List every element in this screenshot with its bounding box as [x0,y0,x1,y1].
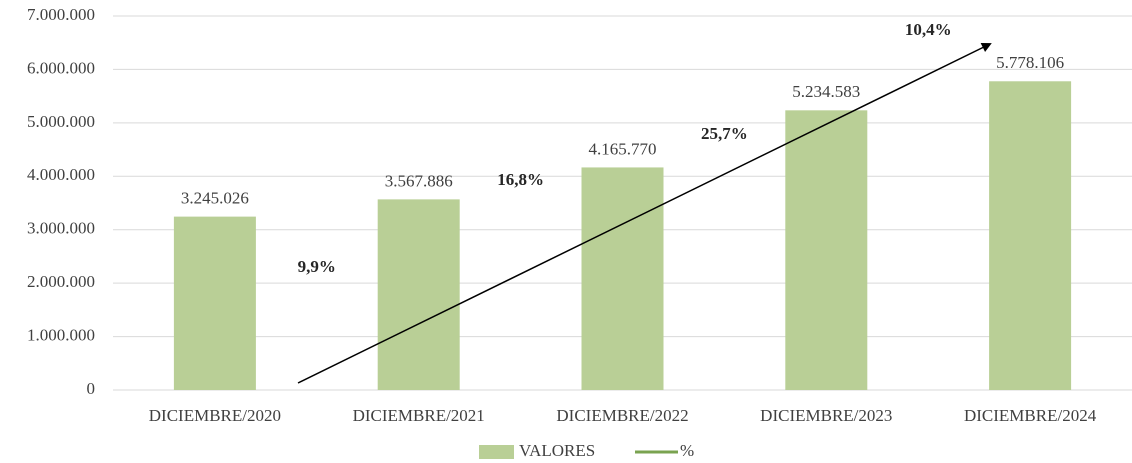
y-tick-label: 7.000.000 [27,5,95,24]
y-tick-label: 4.000.000 [27,165,95,184]
data-label: 3.567.886 [385,171,453,190]
legend-label: VALORES [519,441,595,460]
bars [173,81,1072,391]
x-tick-label: DICIEMBRE/2021 [353,406,485,425]
y-tick-label: 1.000.000 [27,325,95,344]
y-tick-label: 5.000.000 [27,112,95,131]
y-tick-label: 3.000.000 [27,219,95,238]
x-tick-label: DICIEMBRE/2020 [149,406,281,425]
legend: VALORES% [479,441,694,460]
y-tick-label: 6.000.000 [27,58,95,77]
x-tick-label: DICIEMBRE/2023 [760,406,892,425]
y-tick-label: 0 [87,379,96,398]
bar [581,167,664,390]
data-label: 5.778.106 [996,53,1064,72]
legend-swatch [479,445,514,459]
bar [989,81,1072,390]
percent-label: 10,4% [905,20,952,39]
y-tick-label: 2.000.000 [27,272,95,291]
data-label: 4.165.770 [589,139,657,158]
bar [785,110,868,391]
bar [173,216,256,390]
trend-arrow [297,43,992,384]
data-label: 3.245.026 [181,189,249,208]
labels: 0 1.000.000 2.000.000 3.000.000 4.000.000 5.0… [27,5,1097,425]
x-tick-label: DICIEMBRE/2022 [556,406,688,425]
data-label: 5.234.583 [792,82,860,101]
percent-label: 16,8% [497,170,544,189]
percent-label: 9,9% [298,257,336,276]
x-tick-label: DICIEMBRE/2024 [964,406,1097,425]
bar [377,199,460,390]
percent-label: 25,7% [701,124,748,143]
legend-label: % [680,441,694,460]
